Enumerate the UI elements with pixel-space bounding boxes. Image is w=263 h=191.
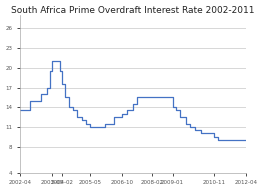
Title: South Africa Prime Overdraft Interest Rate 2002-2011: South Africa Prime Overdraft Interest Ra… <box>11 6 255 15</box>
